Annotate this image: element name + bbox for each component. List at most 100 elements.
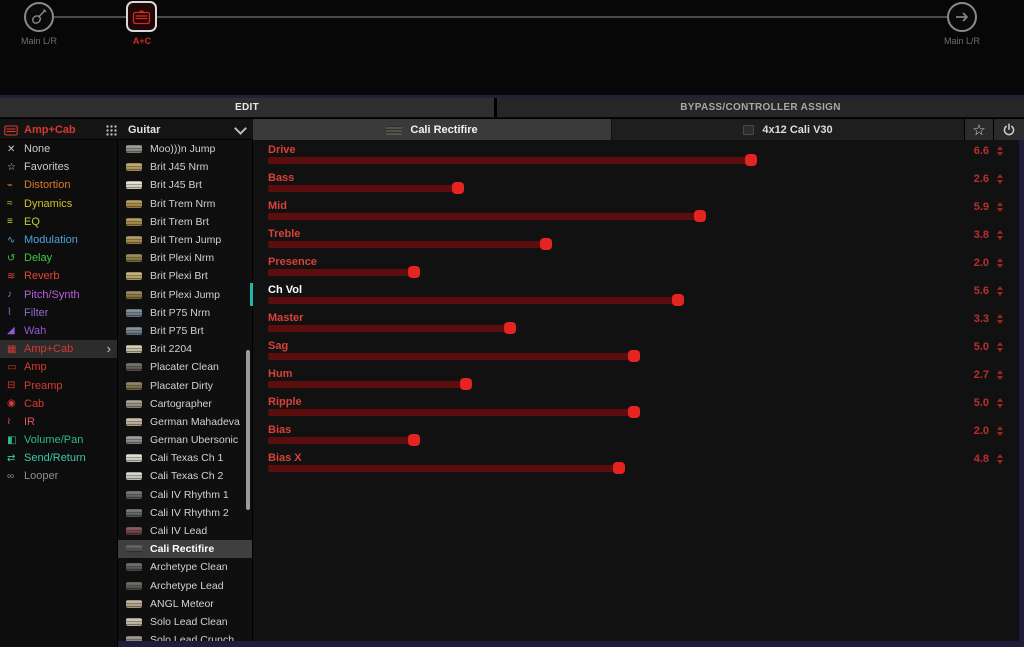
input-node[interactable] xyxy=(24,2,54,32)
model-row[interactable]: Cali Texas Ch 2 xyxy=(118,467,252,485)
model-row[interactable]: German Ubersonic xyxy=(118,431,252,449)
param-slider-handle[interactable] xyxy=(745,154,758,166)
stepper-up-icon[interactable] xyxy=(997,146,1003,150)
stepper-up-icon[interactable] xyxy=(997,454,1003,458)
param-value[interactable]: 3.3 xyxy=(973,313,989,325)
model-row[interactable]: Brit Plexi Nrm xyxy=(118,249,252,267)
param-slider[interactable] xyxy=(268,406,1000,418)
param-slider[interactable] xyxy=(268,434,1000,446)
model-row[interactable]: Brit P75 Nrm xyxy=(118,304,252,322)
stepper-up-icon[interactable] xyxy=(997,398,1003,402)
category-row[interactable]: ☆ Favorites › xyxy=(0,158,117,176)
param-slider[interactable] xyxy=(268,182,1000,194)
param-slider-handle[interactable] xyxy=(628,350,640,362)
category-row[interactable]: ◢ Wah › xyxy=(0,322,117,340)
param-slider-handle[interactable] xyxy=(540,238,553,250)
model-row[interactable]: Brit Trem Brt xyxy=(118,213,252,231)
stepper-down-icon[interactable] xyxy=(997,264,1003,268)
category-row[interactable]: ⊟ Preamp › xyxy=(0,376,117,394)
model-row[interactable]: Brit P75 Brt xyxy=(118,322,252,340)
param-stepper[interactable] xyxy=(997,314,1003,324)
param-slider-handle[interactable] xyxy=(459,378,472,390)
stepper-up-icon[interactable] xyxy=(997,174,1003,178)
param-slider[interactable] xyxy=(268,378,1000,390)
param-slider-handle[interactable] xyxy=(693,210,706,222)
category-row[interactable]: ▦ Amp+Cab › xyxy=(0,340,117,359)
category-row[interactable]: ↺ Delay › xyxy=(0,249,117,267)
model-row[interactable]: Placater Clean xyxy=(118,358,252,376)
amp-cab-block[interactable] xyxy=(126,1,157,32)
param-slider[interactable] xyxy=(268,154,1000,166)
param-value[interactable]: 2.0 xyxy=(973,257,989,269)
model-row[interactable]: ANGL Meteor xyxy=(118,595,252,613)
category-row[interactable]: ✕ None › xyxy=(0,140,117,158)
stepper-down-icon[interactable] xyxy=(997,320,1003,324)
tab-edit[interactable]: EDIT xyxy=(0,98,494,117)
grid-view-button[interactable] xyxy=(103,122,119,138)
model-filter-dropdown[interactable]: Guitar xyxy=(122,119,253,141)
model-row[interactable]: German Mahadeva xyxy=(118,413,252,431)
model-row[interactable]: Brit Plexi Jump xyxy=(118,286,252,304)
param-slider[interactable] xyxy=(268,350,1000,362)
stepper-up-icon[interactable] xyxy=(997,426,1003,430)
param-value[interactable]: 3.8 xyxy=(973,229,989,241)
model-row[interactable]: Brit J45 Nrm xyxy=(118,158,252,176)
horizontal-scrollbar-track[interactable] xyxy=(118,641,1024,647)
param-stepper[interactable] xyxy=(997,230,1003,240)
bypass-power-button[interactable] xyxy=(993,119,1024,141)
model-row[interactable]: Moo)))n Jump xyxy=(118,140,252,158)
stepper-down-icon[interactable] xyxy=(997,348,1003,352)
model-row[interactable]: Brit Plexi Brt xyxy=(118,267,252,285)
param-value[interactable]: 5.6 xyxy=(973,285,989,297)
category-row[interactable]: ⌇ Filter › xyxy=(0,304,117,322)
param-stepper[interactable] xyxy=(997,146,1003,156)
stepper-down-icon[interactable] xyxy=(997,208,1003,212)
stepper-down-icon[interactable] xyxy=(997,376,1003,380)
param-stepper[interactable] xyxy=(997,258,1003,268)
param-stepper[interactable] xyxy=(997,174,1003,184)
amp-model-selector[interactable]: Cali Rectifire xyxy=(253,119,611,141)
param-slider[interactable] xyxy=(268,210,1000,222)
category-row[interactable]: ♪ Pitch/Synth › xyxy=(0,286,117,304)
model-row[interactable]: Archetype Clean xyxy=(118,558,252,576)
param-stepper[interactable] xyxy=(997,426,1003,436)
favorite-button[interactable]: ☆ xyxy=(964,119,993,141)
param-slider[interactable] xyxy=(268,238,1000,250)
model-row[interactable]: Solo Lead Clean xyxy=(118,613,252,631)
stepper-up-icon[interactable] xyxy=(997,314,1003,318)
model-row[interactable]: Cali IV Rhythm 2 xyxy=(118,504,252,522)
category-row[interactable]: ◧ Volume/Pan › xyxy=(0,431,117,449)
param-slider-handle[interactable] xyxy=(671,294,684,306)
param-slider-handle[interactable] xyxy=(408,266,421,278)
tab-bypass-controller-assign[interactable]: BYPASS/CONTROLLER ASSIGN xyxy=(497,98,1024,117)
param-stepper[interactable] xyxy=(997,454,1003,464)
param-stepper[interactable] xyxy=(997,398,1003,408)
model-list-scrollbar[interactable] xyxy=(246,350,250,510)
model-row[interactable]: Cali Rectifire xyxy=(118,540,252,559)
cab-model-selector[interactable]: 4x12 Cali V30 xyxy=(612,119,964,141)
stepper-down-icon[interactable] xyxy=(997,404,1003,408)
model-row[interactable]: Brit Trem Jump xyxy=(118,231,252,249)
stepper-up-icon[interactable] xyxy=(997,202,1003,206)
category-row[interactable]: ≋ Reverb › xyxy=(0,267,117,285)
model-row[interactable]: Cali IV Lead xyxy=(118,522,252,540)
category-row[interactable]: ≈ Dynamics › xyxy=(0,195,117,213)
stepper-up-icon[interactable] xyxy=(997,370,1003,374)
param-value[interactable]: 2.0 xyxy=(973,425,989,437)
category-row[interactable]: ∿ Modulation › xyxy=(0,231,117,249)
model-row[interactable]: Brit 2204 xyxy=(118,340,252,358)
param-value[interactable]: 5.9 xyxy=(973,201,989,213)
param-slider[interactable] xyxy=(268,294,1000,306)
stepper-down-icon[interactable] xyxy=(997,292,1003,296)
stepper-down-icon[interactable] xyxy=(997,432,1003,436)
category-row[interactable]: ≀ IR › xyxy=(0,413,117,431)
param-value[interactable]: 4.8 xyxy=(973,453,989,465)
category-row[interactable]: ⇄ Send/Return › xyxy=(0,449,117,467)
param-slider-handle[interactable] xyxy=(503,322,516,334)
param-slider-handle[interactable] xyxy=(613,462,626,474)
model-row[interactable]: Cartographer xyxy=(118,395,252,413)
param-value[interactable]: 6.6 xyxy=(973,145,989,157)
category-row[interactable]: ▭ Amp › xyxy=(0,358,117,376)
param-value[interactable]: 2.6 xyxy=(973,173,989,185)
model-row[interactable]: Brit J45 Brt xyxy=(118,176,252,194)
